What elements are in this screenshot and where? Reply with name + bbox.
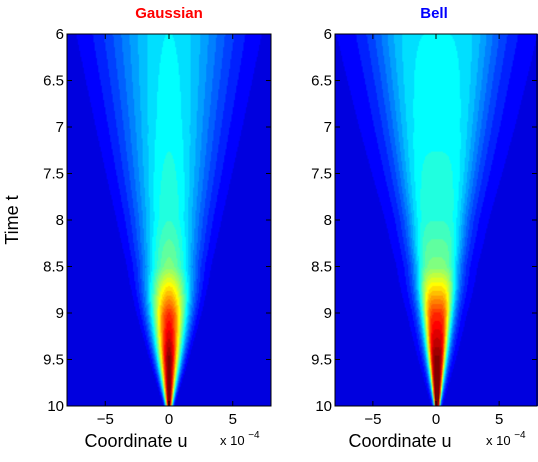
x-tick-label: −5 <box>364 411 381 428</box>
x-tick-label: −5 <box>97 411 114 428</box>
heatmap-image-bell <box>335 34 538 406</box>
heatmap-bell <box>335 34 538 406</box>
panel-gaussian: Gaussian 66.577.588.599.510 −5 0 5 Time t … <box>2 5 272 451</box>
x-axis-label-bell: Coordinate u <box>348 431 451 451</box>
x-multiplier-base-bell: x 10 <box>486 433 511 448</box>
heatmap-gaussian <box>67 34 271 406</box>
y-tick-label: 8 <box>56 212 64 229</box>
y-tick-label: 7 <box>324 119 332 136</box>
y-tick-label: 9.5 <box>311 352 332 369</box>
x-multiplier-exponent-gaussian: −4 <box>248 430 260 441</box>
y-tick-label: 10 <box>47 398 64 415</box>
x-tick-label: 0 <box>432 411 440 428</box>
y-tick-label: 7 <box>56 119 64 136</box>
y-tick-label: 8.5 <box>311 259 332 276</box>
y-axis-gaussian: 6 6.5 7 7.5 8 8.5 9 9.5 10 <box>43 26 271 415</box>
chart-title-gaussian: Gaussian <box>135 5 203 22</box>
y-tick-label: 9.5 <box>43 352 64 369</box>
x-multiplier-exponent-bell: −4 <box>514 430 526 441</box>
heatmap-image-gaussian <box>67 34 271 406</box>
x-tick-label: 0 <box>165 411 173 428</box>
y-tick-label: 7.5 <box>311 166 332 183</box>
y-tick-label: 8 <box>324 212 332 229</box>
chart-title-bell: Bell <box>420 5 448 22</box>
y-tick-label: 6.5 <box>311 73 332 90</box>
y-tick-label: 8.5 <box>43 259 64 276</box>
y-tick-label: 9 <box>56 305 64 322</box>
x-axis-gaussian: −5 0 5 <box>97 34 237 428</box>
x-multiplier-base-gaussian: x 10 <box>220 433 245 448</box>
x-tick-label: 5 <box>495 411 503 428</box>
y-tick-label: 10 <box>315 398 332 415</box>
y-axis-label-gaussian: Time t <box>2 195 22 244</box>
y-tick-label: 6 <box>324 26 332 43</box>
x-tick-label: 5 <box>229 411 237 428</box>
x-multiplier-bell: x 10 −4 <box>486 430 526 448</box>
x-axis-label-gaussian: Coordinate u <box>84 431 187 451</box>
y-tick-label: 6 <box>56 26 64 43</box>
y-tick-label: 9 <box>324 305 332 322</box>
x-axis-bell: −5 0 5 <box>364 34 503 428</box>
y-axis-bell: 6 6.5 7 7.5 8 8.5 9 9.5 10 <box>311 26 537 415</box>
x-multiplier-gaussian: x 10 −4 <box>220 430 260 448</box>
panel-bell: Bell 6 6.5 7 7.5 8 8.5 9 9.5 10 −5 0 5 Coordinate … <box>311 5 538 451</box>
y-tick-label: 6.5 <box>43 73 64 90</box>
y-tick-label: 7.5 <box>43 166 64 183</box>
